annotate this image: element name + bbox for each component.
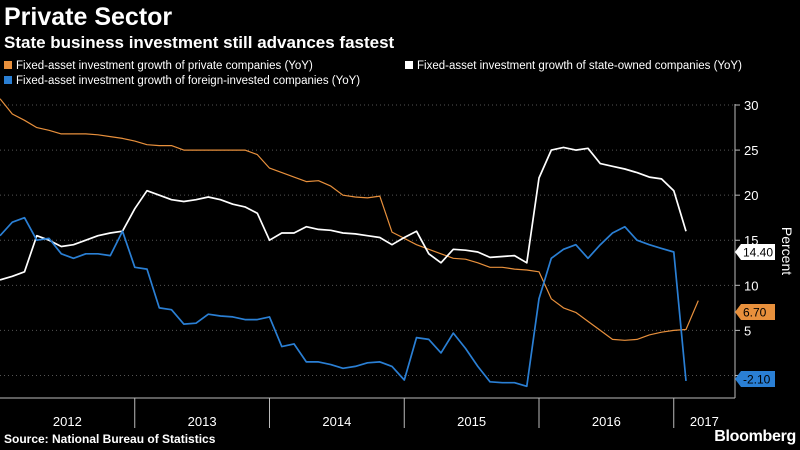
legend-label-private: Fixed-asset investment growth of private…	[16, 60, 313, 72]
end-value-labels: 6.70 14.40 -2.10	[735, 244, 775, 387]
x-year-label: 2012	[53, 414, 82, 429]
legend-item-private: Fixed-asset investment growth of private…	[4, 59, 313, 74]
series-lines	[0, 98, 699, 388]
end-label-foreign: -2.10	[735, 371, 775, 387]
y-tick-label: 5	[744, 323, 751, 338]
legend-label-state: Fixed-asset investment growth of state-o…	[417, 60, 742, 72]
gridlines	[0, 104, 735, 376]
y-tick-label: 30	[744, 98, 758, 113]
x-year-label: 2013	[188, 414, 217, 429]
end-label-box	[735, 244, 775, 260]
end-label-box	[735, 371, 775, 387]
legend-swatch-state	[405, 61, 413, 69]
legend-item-state: Fixed-asset investment growth of state-o…	[405, 59, 742, 74]
series-line-state	[0, 146, 687, 281]
x-year-label: 2016	[592, 414, 621, 429]
y-tick-label: 25	[744, 143, 758, 158]
x-year-label: 2017	[690, 414, 719, 429]
y-tick-label: 10	[744, 278, 758, 293]
y-axis: 051015202530	[734, 98, 758, 398]
legend-swatch-private	[4, 61, 12, 69]
y-tick-label: 20	[744, 188, 758, 203]
chart-subtitle: State business investment still advances…	[4, 33, 395, 52]
source-note: Source: National Bureau of Statistics	[4, 432, 216, 446]
end-label-private: 6.70	[735, 304, 775, 320]
end-label-text: 6.70	[743, 306, 767, 320]
legend-item-foreign: Fixed-asset investment growth of foreign…	[4, 74, 360, 89]
legend-swatch-foreign	[4, 76, 12, 84]
y-axis-label: Percent	[779, 227, 795, 275]
x-year-label: 2014	[322, 414, 351, 429]
series-line-private	[0, 98, 699, 341]
x-axis: 2012 2013 2014 2015 2016 2017	[0, 397, 735, 429]
x-year-label: 2015	[457, 414, 486, 429]
end-label-text: -2.10	[743, 373, 771, 387]
end-label-box	[735, 304, 775, 320]
end-label-text: 14.40	[743, 246, 773, 260]
legend-label-foreign: Fixed-asset investment growth of foreign…	[16, 75, 361, 87]
chart-title: Private Sector	[4, 3, 173, 31]
end-label-state: 14.40	[735, 244, 775, 260]
series-line-foreign	[0, 216, 687, 388]
bloomberg-logo: Bloomberg	[714, 428, 796, 445]
